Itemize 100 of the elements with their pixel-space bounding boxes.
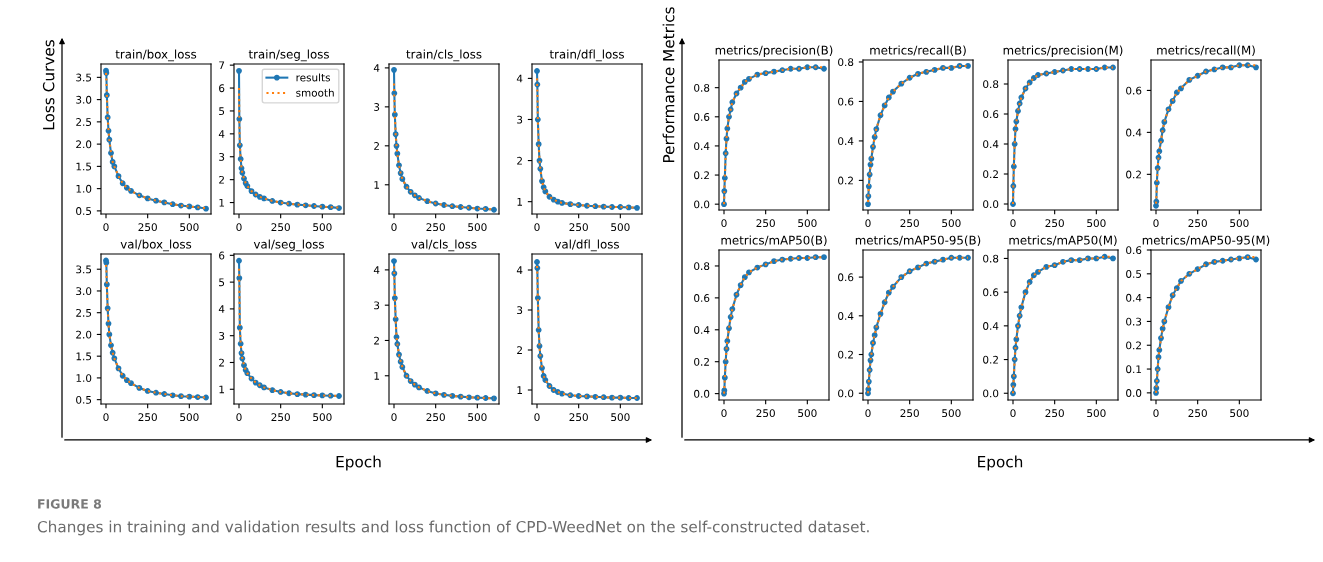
- y-tick-label: 2.5: [76, 118, 92, 126]
- x-tick-label: 0: [103, 413, 109, 422]
- x-tick-label: 250: [426, 413, 445, 422]
- y-tick-label: 4: [516, 74, 523, 83]
- y-tick-label: 0.5: [76, 395, 92, 404]
- y-tick-label: 2.0: [76, 330, 92, 339]
- y-tick-label: 0.4: [1126, 128, 1142, 137]
- y-tick-label: 0.3: [1126, 317, 1142, 326]
- chart-title: train/dfl_loss: [549, 49, 624, 62]
- x-tick-label: 250: [271, 413, 290, 422]
- y-tick-label: 3.0: [76, 95, 92, 104]
- text: Performance Metrics: [662, 7, 675, 163]
- x-tick-label: 500: [798, 219, 817, 228]
- y-tick-label: 1: [374, 372, 380, 380]
- x-tick-label: 0: [1010, 219, 1016, 228]
- y-tick-label: 5: [219, 107, 225, 116]
- chart-title: metrics/precision(M): [1003, 45, 1123, 57]
- x-tick-label: 0: [534, 413, 540, 422]
- y-tick-label: 1: [374, 181, 380, 189]
- y-tick-label: 1: [517, 198, 523, 206]
- y-tick-label: 3: [374, 103, 380, 111]
- y-tick-label: 0.6: [838, 97, 854, 106]
- x-tick-label: 0: [236, 223, 242, 232]
- x-tick-label: 250: [1188, 219, 1207, 228]
- text: Changes in training and validation results and loss function of CPD-WeedNet on the self-constructed dataset.: [37, 520, 869, 536]
- x-tick-label: 250: [1188, 409, 1207, 418]
- chart-title: metrics/recall(M): [1157, 45, 1255, 56]
- x-tick-label: 0: [1153, 219, 1159, 228]
- x-tick-label: 0: [1153, 409, 1159, 418]
- y-tick-label: 0.6: [1126, 246, 1142, 255]
- y-tick-label: 0.2: [694, 357, 709, 366]
- x-tick-label: 0: [721, 409, 727, 418]
- y-tick-label: 2: [374, 336, 379, 345]
- y-tick-label: 0.0: [1126, 389, 1142, 397]
- y-tick-label: 0.4: [694, 142, 710, 151]
- y-tick-label: 0.4: [983, 140, 999, 149]
- x-tick-label: 250: [138, 413, 157, 422]
- chart-title: metrics/recall(B): [870, 45, 966, 56]
- x-tick-label: 250: [138, 223, 157, 232]
- x-tick-label: 500: [1087, 409, 1106, 418]
- legend-label: smooth: [296, 88, 334, 97]
- x-tick-label: 0: [721, 219, 727, 228]
- x-tick-label: 250: [756, 219, 775, 228]
- x-tick-label: 500: [313, 413, 332, 422]
- y-tick-label: 3: [517, 115, 523, 124]
- y-tick-label: 3: [219, 331, 225, 340]
- chart-title: train/cls_loss: [406, 49, 482, 62]
- y-tick-label: 3.5: [76, 73, 92, 82]
- y-tick-label: 0.4: [838, 312, 854, 320]
- x-tick-label: 250: [569, 413, 588, 422]
- y-tick-label: 4: [218, 305, 225, 313]
- y-tick-label: 3.5: [76, 265, 92, 274]
- y-tick-label: 0.8: [838, 58, 854, 67]
- x-tick-label: 250: [900, 409, 919, 418]
- x-tick-label: 0: [236, 413, 242, 422]
- chart-title: metrics/mAP50(B): [721, 235, 827, 246]
- y-tick-label: 0.2: [694, 171, 709, 180]
- x-tick-label: 250: [426, 223, 445, 232]
- chart-title: train/box_loss: [115, 49, 197, 62]
- y-tick-label: 0.8: [694, 262, 710, 271]
- y-tick-label: 1.0: [76, 184, 92, 193]
- x-tick-label: 500: [313, 223, 332, 232]
- y-tick-label: 1.0: [76, 374, 92, 383]
- x-tick-label: 250: [271, 223, 290, 232]
- x-tick-label: 500: [180, 413, 199, 422]
- y-tick-label: 2.0: [76, 140, 92, 149]
- x-tick-label: 250: [569, 223, 588, 232]
- y-tick-label: 2: [219, 175, 224, 184]
- y-tick-label: 2: [517, 346, 522, 354]
- y-tick-label: 4: [218, 130, 225, 138]
- x-tick-label: 500: [468, 413, 487, 422]
- chart-title: val/cls_loss: [411, 239, 477, 252]
- y-tick-label: 2: [374, 142, 379, 150]
- y-tick-label: 6: [219, 251, 225, 260]
- x-tick-label: 0: [865, 409, 871, 418]
- x-tick-label: 250: [756, 409, 775, 418]
- y-tick-label: 3.0: [76, 287, 92, 296]
- x-tick-label: 250: [1045, 409, 1064, 418]
- y-tick-label: 0.4: [694, 326, 710, 334]
- y-tick-label: 3: [374, 301, 380, 310]
- x-tick-label: 500: [180, 223, 199, 232]
- x-tick-label: 500: [611, 223, 630, 232]
- y-tick-label: 0.0: [983, 200, 999, 209]
- y-tick-label: 0.0: [983, 389, 999, 398]
- y-tick-label: 1.5: [76, 352, 92, 361]
- chart-title: val/box_loss: [120, 239, 192, 252]
- x-tick-label: 0: [534, 223, 540, 232]
- text: Epoch: [978, 455, 1023, 471]
- y-tick-label: 0.5: [1126, 270, 1142, 278]
- caption: FIGURE 8: [38, 499, 102, 509]
- y-tick-label: 4: [516, 266, 523, 274]
- y-tick-label: 3: [219, 152, 225, 161]
- y-tick-label: 0.2: [983, 170, 998, 179]
- y-tick-label: 0.4: [983, 322, 999, 330]
- chart-title: metrics/mAP50-95(M): [1142, 235, 1270, 246]
- x-tick-label: 250: [900, 219, 919, 228]
- y-tick-label: 2.5: [76, 308, 92, 317]
- x-tick-label: 500: [468, 223, 487, 232]
- y-tick-label: 0.2: [983, 355, 998, 364]
- y-tick-label: 0.6: [983, 110, 999, 119]
